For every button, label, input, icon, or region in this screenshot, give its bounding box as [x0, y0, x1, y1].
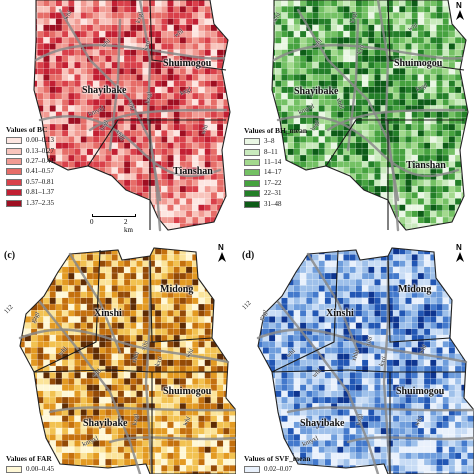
legend-item: 0.02–0.07 — [244, 465, 310, 474]
legend-item: 3–8 — [244, 137, 307, 147]
legend-item: 8–11 — [244, 147, 307, 157]
legend-item-label: 0.00–0.13 — [26, 136, 54, 145]
legend-far: Values of FAR 0.00–0.45 — [6, 455, 54, 474]
legend-item: 22–31 — [244, 188, 307, 198]
legend-bh: Values of BH_mean 3–8 8–11 11–14 14–17 17–22… — [244, 127, 307, 209]
panel-d-svf-map: (d) Midong Xinshi Shuimogou Shayibake gz… — [238, 242, 474, 474]
legend-item-label: 0.02–0.07 — [264, 465, 292, 474]
legend-swatch — [6, 178, 22, 186]
legend-swatch — [244, 200, 260, 208]
panel-b-bh-map: Shuimogou Shayibake Tianshan whl whl whl… — [238, 0, 474, 240]
legend-swatch — [6, 168, 22, 176]
legend-item-label: 11–14 — [264, 157, 282, 166]
legend-item-label: 0.27–0.41 — [26, 156, 54, 165]
legend-item-label: 14–17 — [264, 168, 282, 177]
district-label-shayibake: Shayibake — [300, 418, 345, 429]
legend-item-label: 17–22 — [264, 178, 282, 187]
district-label-shuimogou: Shuimogou — [163, 58, 212, 69]
bh-choropleth-map — [271, 0, 469, 232]
legend-item: 0.81–1.37 — [6, 187, 54, 197]
legend-swatch — [6, 137, 22, 145]
district-label-tianshan: Tianshan — [173, 166, 213, 177]
panel-label-c: (c) — [4, 250, 16, 261]
scale-zero-label: 0 — [90, 218, 94, 226]
legend-item-label: 0.81–1.37 — [26, 188, 54, 197]
legend-item-label: 31–48 — [264, 199, 282, 208]
legend-swatch — [6, 189, 22, 197]
legend-item-label: 3–8 — [264, 137, 275, 146]
district-label-xinshi: Xinshi — [326, 308, 354, 319]
legend-swatch — [244, 179, 260, 187]
legend-title: Values of BH_mean — [244, 126, 308, 135]
far-choropleth-map — [18, 247, 236, 474]
legend-title: Values of FAR — [6, 454, 52, 463]
legend-item-label: 0.13–0.27 — [26, 146, 54, 155]
legend-swatch — [6, 157, 22, 165]
legend-item: 0.27–0.41 — [6, 156, 54, 166]
panel-a-bc-map: Shuimogou Shayibake Tianshan whl whl whl… — [0, 0, 236, 240]
legend-item-label: 0.41–0.57 — [26, 167, 54, 176]
legend-swatch — [6, 199, 22, 207]
legend-item: 0.00–0.13 — [6, 136, 54, 146]
district-label-midong: Midong — [398, 284, 432, 295]
legend-swatch — [244, 169, 260, 177]
scale-bar: 0 2 km — [90, 214, 136, 234]
district-label-shayibake: Shayibake — [83, 418, 128, 429]
legend-title: Values of BC — [6, 125, 48, 134]
legend-item: 0.41–0.57 — [6, 167, 54, 177]
legend-bc: Values of BC 0.00–0.13 0.13–0.27 0.27–0.41… — [6, 126, 54, 208]
road-label-xjhl: xjhl — [126, 99, 136, 112]
district-label-shuimogou: Shuimogou — [394, 58, 443, 69]
legend-svf: Values of SVF_mean 0.02–0.07 — [244, 455, 310, 474]
legend-swatch — [6, 147, 22, 155]
legend-item-label: 22–31 — [264, 189, 282, 198]
legend-swatch — [244, 466, 260, 474]
district-label-shuimogou: Shuimogou — [396, 386, 445, 397]
district-label-shuimogou: Shuimogou — [163, 386, 212, 397]
district-label-tianshan: Tianshan — [406, 160, 446, 171]
legend-item: 31–48 — [244, 199, 307, 209]
legend-item-label: 0.00–0.45 — [26, 465, 54, 474]
legend-title: Values of SVF_mean — [244, 454, 311, 463]
north-arrow: N — [456, 1, 470, 20]
bc-choropleth-map — [33, 0, 231, 232]
legend-swatch — [244, 190, 260, 198]
district-label-midong: Midong — [160, 284, 194, 295]
legend-item-label: 8–11 — [264, 147, 278, 156]
scale-distance-label: 2 km — [124, 218, 133, 234]
north-arrow: N — [218, 243, 232, 262]
legend-swatch — [244, 148, 260, 156]
district-label-shayibake: Shayibake — [82, 85, 127, 96]
legend-item-label: 0.57–0.81 — [26, 177, 54, 186]
legend-item: 0.57–0.81 — [6, 177, 54, 187]
legend-item: 0.13–0.27 — [6, 146, 54, 156]
legend-item: 14–17 — [244, 168, 307, 178]
legend-item: 0.00–0.45 — [6, 465, 54, 474]
panel-label-d: (d) — [242, 250, 255, 261]
legend-swatch — [244, 158, 260, 166]
legend-swatch — [244, 138, 260, 146]
north-arrow: N — [456, 243, 470, 262]
panel-c-far-map: (c) Midong Xinshi Shuimogou Shayibake gz… — [0, 242, 236, 474]
legend-item-label: 1.37–2.35 — [26, 198, 54, 207]
district-label-shayibake: Shayibake — [294, 86, 339, 97]
legend-swatch — [6, 466, 22, 474]
legend-item: 17–22 — [244, 178, 307, 188]
legend-item: 11–14 — [244, 157, 307, 167]
legend-item: 1.37–2.35 — [6, 198, 54, 208]
district-label-xinshi: Xinshi — [94, 308, 122, 319]
